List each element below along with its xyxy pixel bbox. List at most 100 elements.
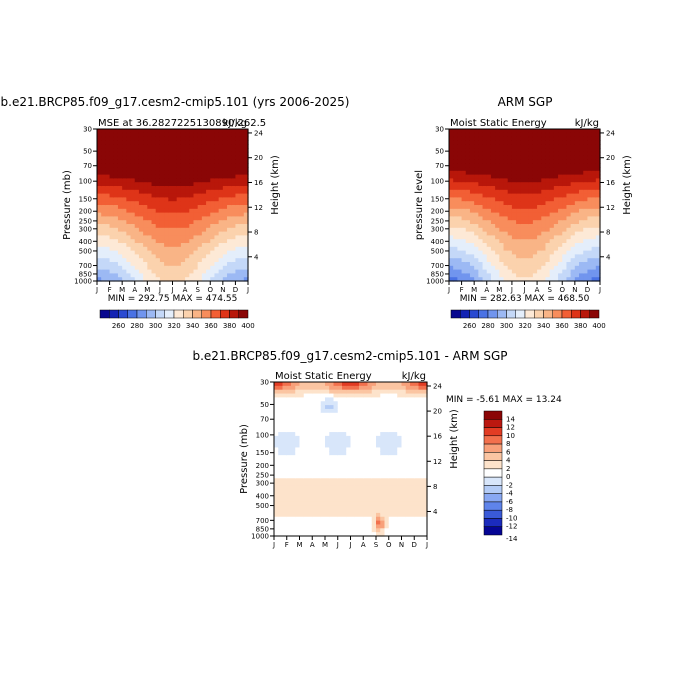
heatmap-cell <box>570 235 576 240</box>
heatmap-cell <box>130 212 136 217</box>
heatmap-cell <box>243 170 249 176</box>
heatmap-cell <box>457 174 463 179</box>
heatmap-cell <box>457 205 463 210</box>
heatmap-cell <box>282 443 288 449</box>
heatmap-cell <box>418 516 424 522</box>
heatmap-cell <box>490 167 496 172</box>
heatmap-cell <box>97 186 102 191</box>
heatmap-cell <box>595 178 601 183</box>
heatmap-cell <box>278 459 284 464</box>
heatmap-cell <box>574 243 580 248</box>
heatmap-cell <box>134 243 140 248</box>
heatmap-cell <box>164 201 169 206</box>
heatmap-cell <box>325 524 330 529</box>
heatmap-cell <box>126 216 132 221</box>
heatmap-cell <box>316 439 322 445</box>
heatmap-cell <box>295 382 301 387</box>
heatmap-cell <box>201 231 207 236</box>
heatmap-cell <box>486 163 492 168</box>
heatmap-cell <box>231 220 237 225</box>
colorbar-swatch <box>483 493 503 503</box>
heatmap-cell <box>109 265 115 271</box>
heatmap-cell <box>325 505 330 510</box>
heatmap-cell <box>176 220 182 225</box>
heatmap-cell <box>278 474 284 479</box>
heatmap-cell <box>295 443 301 449</box>
heatmap-cell <box>380 501 386 506</box>
heatmap-cell <box>243 144 249 149</box>
heatmap-cell <box>333 420 339 425</box>
heatmap-cell <box>511 186 517 191</box>
heatmap-cell <box>193 227 199 233</box>
heatmap-cell <box>130 205 136 210</box>
heatmap-cell <box>397 532 403 537</box>
heatmap-cell <box>520 235 526 240</box>
heatmap-cell <box>308 516 313 522</box>
heatmap-cell <box>537 201 542 206</box>
heatmap-cell <box>541 212 547 217</box>
heatmap-cell <box>482 273 488 278</box>
heatmap-cell <box>384 493 390 499</box>
heatmap-cell <box>376 382 381 387</box>
heatmap-cell <box>595 265 601 271</box>
heatmap-cell <box>201 235 207 240</box>
heatmap-cell <box>316 389 322 395</box>
heatmap-cell <box>320 485 326 491</box>
heatmap-cell <box>553 140 559 145</box>
heatmap-cell <box>320 443 326 449</box>
heatmap-cell <box>528 178 534 183</box>
heatmap-cell <box>185 151 190 157</box>
heatmap-cell <box>282 439 288 445</box>
heatmap-cell <box>325 451 330 456</box>
heatmap-cell <box>583 243 589 248</box>
heatmap-cell <box>130 265 136 271</box>
heatmap-cell <box>168 262 174 267</box>
heatmap-cell <box>109 258 115 263</box>
heatmap-cell <box>342 435 347 441</box>
heatmap-cell <box>380 385 386 391</box>
heatmap-cell <box>299 524 305 529</box>
heatmap-cell <box>143 193 148 198</box>
heatmap-cell <box>405 489 411 495</box>
heatmap-cell <box>465 208 471 214</box>
heatmap-cell <box>482 132 488 138</box>
heatmap-cell <box>329 482 335 487</box>
heatmap-cell <box>511 212 517 217</box>
heatmap-cell <box>388 428 394 433</box>
heatmap-cell <box>126 277 132 282</box>
heatmap-cell <box>566 235 572 240</box>
heatmap-cell <box>325 435 330 441</box>
x-tick-label: J <box>348 541 351 549</box>
heatmap-cell <box>337 389 343 395</box>
heatmap-cell <box>329 497 335 502</box>
heatmap-cell <box>235 227 241 233</box>
heatmap-cell <box>482 182 488 187</box>
heatmap-cell <box>286 474 292 479</box>
heatmap-cell <box>516 132 521 138</box>
heatmap-cell <box>159 246 165 252</box>
heatmap-cell <box>151 155 157 160</box>
x-tick-label: A <box>183 286 188 294</box>
heatmap-cell <box>185 144 190 149</box>
heatmap-cell <box>130 151 136 157</box>
heatmap-cell <box>562 159 568 164</box>
heatmap-cell <box>591 174 597 179</box>
y-tick-label: 500 <box>256 502 269 510</box>
heatmap-cell <box>503 262 509 267</box>
heatmap-cell <box>562 250 568 255</box>
heatmap-cell <box>350 462 356 468</box>
heatmap-cell <box>587 201 593 206</box>
heatmap-cell <box>312 493 318 499</box>
heatmap-cell <box>206 155 211 160</box>
heatmap-cell <box>278 439 284 445</box>
heatmap-cell <box>393 462 398 468</box>
heatmap-cell <box>333 435 339 441</box>
heatmap-cell <box>516 273 521 278</box>
heatmap-cell <box>278 385 284 391</box>
heatmap-cell <box>299 397 305 402</box>
heatmap-cell <box>537 129 542 134</box>
heatmap-cell <box>507 224 513 229</box>
heatmap-cell <box>105 250 111 255</box>
heatmap-cell <box>295 432 301 437</box>
heatmap-cell <box>101 216 106 221</box>
